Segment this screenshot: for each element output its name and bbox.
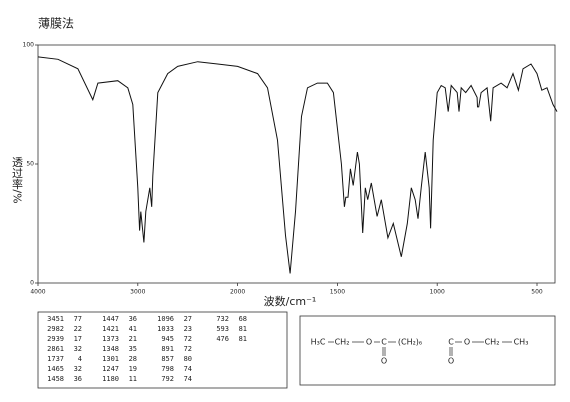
peak-transmittance: 36 — [74, 375, 82, 383]
peak-wavenumber: 732 — [216, 315, 229, 323]
peak-transmittance: 72 — [184, 345, 192, 353]
peak-wavenumber: 891 — [161, 345, 174, 353]
structure-group: CH₂ — [335, 338, 350, 347]
y-tick-label: 50 — [26, 161, 34, 168]
peak-transmittance: 74 — [184, 365, 192, 373]
peak-wavenumber: 798 — [161, 365, 174, 373]
peak-wavenumber: 593 — [216, 325, 229, 333]
peak-table-frame — [37, 311, 288, 389]
peak-transmittance: 74 — [184, 375, 192, 383]
peak-transmittance: 35 — [129, 345, 137, 353]
peak-wavenumber: 1465 — [47, 365, 64, 373]
peak-wavenumber: 2939 — [47, 335, 64, 343]
peak-transmittance: 81 — [239, 325, 247, 333]
x-tick-label: 500 — [531, 289, 543, 296]
peak-transmittance: 81 — [239, 335, 247, 343]
x-axis-label: 波数/cm⁻¹ — [264, 295, 317, 308]
peak-wavenumber: 1421 — [102, 325, 119, 333]
peak-wavenumber: 1180 — [102, 375, 119, 383]
y-tick-label: 0 — [30, 280, 34, 287]
peak-transmittance: 23 — [184, 325, 192, 333]
structure-group: H₃C — [311, 338, 326, 347]
peak-wavenumber: 1301 — [102, 355, 119, 363]
structure-group: O — [366, 338, 372, 347]
chart-title: 薄膜法 — [38, 16, 74, 31]
x-tick-label: 1500 — [330, 289, 345, 296]
y-axis-label: 透过率/% — [11, 156, 24, 203]
peak-transmittance: 22 — [74, 325, 82, 333]
peak-wavenumber: 1348 — [102, 345, 119, 353]
peak-transmittance: 36 — [129, 315, 137, 323]
x-tick-label: 4000 — [30, 289, 45, 296]
peak-wavenumber: 1447 — [102, 315, 119, 323]
structure-frame — [299, 315, 556, 386]
x-tick-label: 3000 — [130, 289, 145, 296]
peak-transmittance: 80 — [184, 355, 192, 363]
peak-wavenumber: 2861 — [47, 345, 64, 353]
peak-transmittance: 68 — [239, 315, 247, 323]
peak-wavenumber: 1096 — [157, 315, 174, 323]
peak-transmittance: 27 — [184, 315, 192, 323]
structure-group: CH₂ — [485, 338, 500, 347]
peak-transmittance: 4 — [78, 355, 82, 363]
peak-wavenumber: 1458 — [47, 375, 64, 383]
structure-group: (CH₂)₆ — [398, 338, 422, 347]
peak-transmittance: 32 — [74, 365, 82, 373]
x-tick-label: 2000 — [230, 289, 245, 296]
peak-transmittance: 19 — [129, 365, 137, 373]
peak-wavenumber: 3451 — [47, 315, 64, 323]
spectrum-line — [37, 56, 558, 274]
structure-group: O — [464, 338, 470, 347]
carbonyl-oxygen: O — [381, 357, 387, 366]
peak-transmittance: 32 — [74, 345, 82, 353]
peak-transmittance: 17 — [74, 335, 82, 343]
peak-wavenumber: 857 — [161, 355, 174, 363]
peak-transmittance: 11 — [129, 375, 137, 383]
peak-wavenumber: 945 — [161, 335, 174, 343]
peak-transmittance: 28 — [129, 355, 137, 363]
peak-transmittance: 72 — [184, 335, 192, 343]
peak-wavenumber: 2982 — [47, 325, 64, 333]
structure-group: C — [381, 338, 387, 347]
carbonyl-oxygen: O — [448, 357, 454, 366]
peak-wavenumber: 1737 — [47, 355, 64, 363]
x-tick-label: 1000 — [430, 289, 445, 296]
structure-group: CH₃ — [514, 338, 529, 347]
y-tick-label: 100 — [23, 42, 35, 49]
structure-group: C — [448, 338, 454, 347]
peak-wavenumber: 1373 — [102, 335, 119, 343]
peak-transmittance: 77 — [74, 315, 82, 323]
peak-transmittance: 41 — [129, 325, 137, 333]
peak-wavenumber: 1247 — [102, 365, 119, 373]
peak-wavenumber: 1033 — [157, 325, 174, 333]
peak-transmittance: 21 — [129, 335, 137, 343]
peak-wavenumber: 792 — [161, 375, 174, 383]
peak-wavenumber: 476 — [216, 335, 229, 343]
